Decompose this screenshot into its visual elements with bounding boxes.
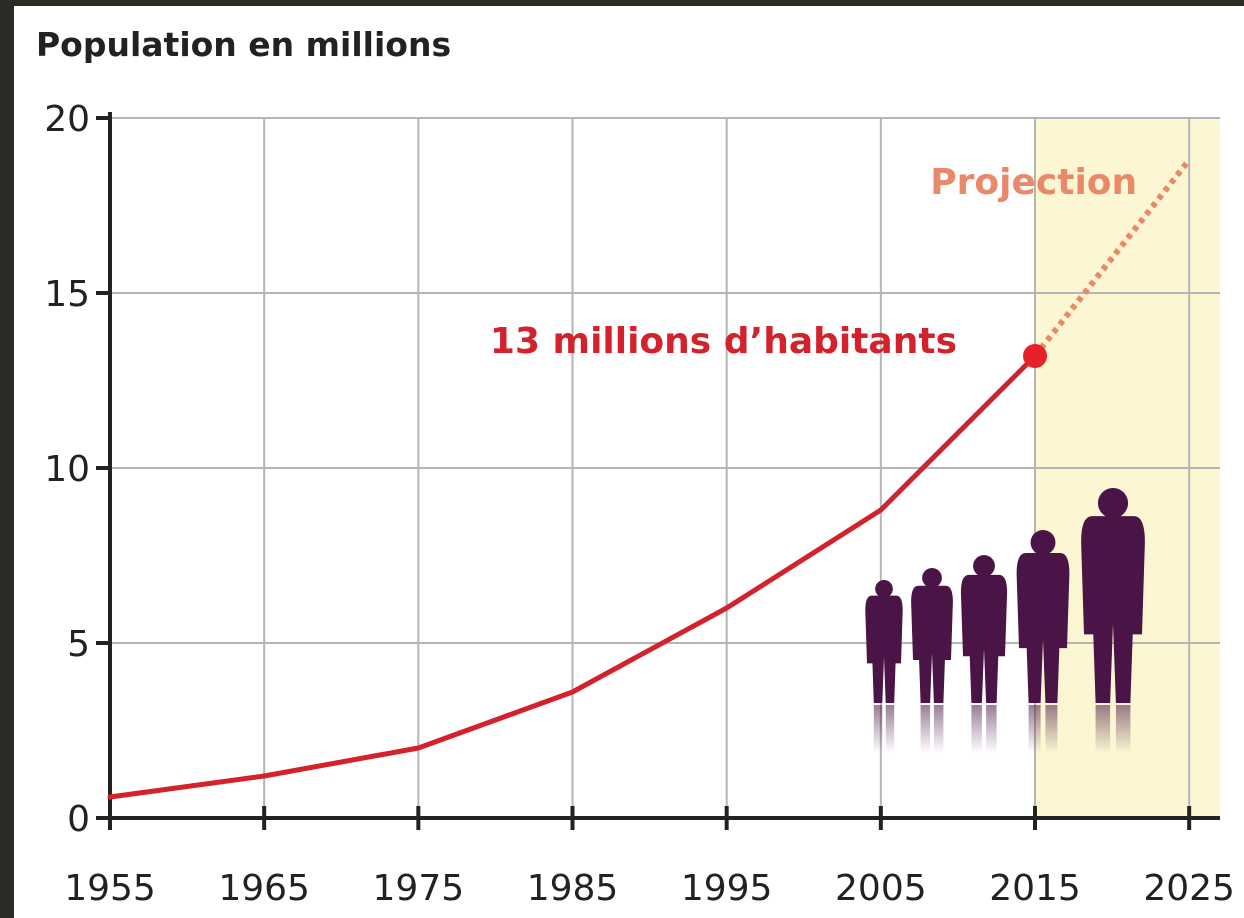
person-head-icon (973, 555, 995, 577)
annotation-projection: Projection (930, 162, 1137, 203)
person-reflection-icon (933, 705, 944, 753)
person-reflection-icon (1045, 705, 1058, 753)
person-head-icon (875, 580, 893, 598)
person-silhouette-icon (1081, 488, 1145, 753)
y-tick-label: 10 (44, 449, 90, 490)
person-reflection-icon (971, 705, 982, 753)
current-population-marker (1023, 344, 1047, 368)
population-line-chart: 0 5 10 15 20 1955 1965 1975 1985 1995 2005 2015 2025… (36, 25, 1235, 909)
person-silhouette-icon (865, 580, 903, 753)
chart-title: Population en millions (36, 25, 451, 64)
person-reflection-icon (986, 705, 997, 753)
y-tick-label: 0 (67, 799, 90, 840)
person-reflection-icon (1095, 705, 1111, 753)
x-tick-label: 2015 (989, 868, 1081, 909)
person-body-icon (1016, 552, 1070, 703)
axes (96, 112, 1220, 830)
person-reflection-icon (1028, 705, 1041, 753)
chart-panel: 0 5 10 15 20 1955 1965 1975 1985 1995 2005 2015 2025… (14, 6, 1244, 918)
person-body-icon (960, 574, 1008, 703)
people-silhouettes-icon (865, 488, 1145, 753)
x-tick-label: 1995 (681, 868, 773, 909)
person-silhouette-icon (911, 568, 953, 753)
person-reflection-icon (920, 705, 931, 753)
axis-tick-labels: 0 5 10 15 20 1955 1965 1975 1985 1995 2005 2015 2025 (44, 99, 1235, 909)
y-tick-label: 5 (67, 624, 90, 665)
person-head-icon (922, 568, 942, 588)
population-line (107, 353, 1038, 800)
y-tick-label: 20 (44, 99, 90, 140)
person-reflection-icon (1115, 705, 1131, 753)
person-reflection-icon (873, 705, 883, 753)
y-tick-label: 15 (44, 274, 90, 315)
person-silhouette-icon (1016, 530, 1070, 753)
x-tick-label: 2025 (1143, 868, 1235, 909)
projection-line (1032, 158, 1192, 358)
person-silhouette-icon (960, 555, 1008, 753)
person-reflection-icon (885, 705, 895, 753)
person-head-icon (1030, 530, 1056, 555)
x-tick-label: 2005 (835, 868, 927, 909)
person-body-icon (911, 585, 953, 703)
x-tick-label: 1965 (218, 868, 310, 909)
grid-lines (109, 117, 1220, 818)
x-tick-label: 1955 (64, 868, 156, 909)
person-head-icon (1097, 488, 1129, 519)
x-tick-label: 1985 (527, 868, 619, 909)
person-body-icon (1081, 516, 1145, 703)
person-body-icon (865, 595, 903, 703)
series-lines (107, 158, 1192, 800)
annotation-current-population: 13 millions d’habitants (490, 321, 957, 362)
x-tick-label: 1975 (373, 868, 465, 909)
